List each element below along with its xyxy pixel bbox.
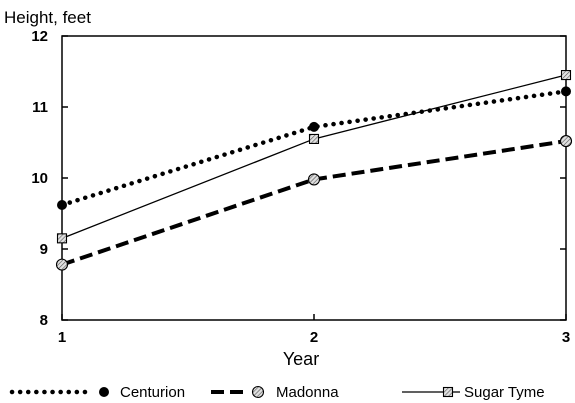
series-line [61, 74, 567, 239]
y-tick-label: 12 [31, 28, 48, 45]
x-axis-label: Year [283, 349, 319, 369]
data-point-marker [56, 233, 68, 244]
legend-item-sugar-tyme: Sugar Tyme [402, 384, 545, 401]
series-centurion [57, 86, 571, 210]
chart-title: Height, feet [4, 8, 91, 27]
x-tick-label: 1 [58, 329, 66, 346]
y-tick-label: 8 [40, 312, 48, 329]
data-point-marker [308, 133, 320, 144]
x-tick-label: 3 [562, 329, 570, 346]
y-tick-label: 10 [31, 170, 48, 187]
legend-item-madonna: Madonna [211, 384, 339, 401]
legend-item-centurion: Centurion [9, 384, 185, 401]
data-point-marker [561, 86, 571, 97]
data-point-marker [560, 70, 572, 81]
x-axis: 1 2 3 [58, 314, 570, 346]
series-sugar-tyme [56, 70, 572, 244]
series-madonna [55, 135, 573, 271]
legend-label: Sugar Tyme [464, 384, 545, 401]
series-line [59, 89, 569, 208]
data-point-marker [251, 385, 265, 399]
data-point-marker [99, 387, 109, 397]
y-axis: 8 9 10 11 12 [31, 28, 566, 329]
data-point-marker [57, 199, 67, 210]
data-point-marker [442, 386, 454, 398]
data-point-marker [559, 135, 573, 148]
y-tick-label: 9 [40, 241, 48, 258]
data-point-marker [55, 258, 69, 271]
data-point-marker [309, 121, 319, 132]
legend-label: Centurion [120, 384, 185, 401]
legend: Centurion Madonna Sugar Tyme [9, 384, 545, 401]
legend-label: Madonna [276, 384, 339, 401]
x-tick-label: 2 [310, 329, 318, 346]
data-point-marker [307, 173, 321, 186]
series-layer [55, 70, 573, 271]
series-line [61, 139, 567, 267]
y-tick-label: 11 [32, 99, 48, 116]
